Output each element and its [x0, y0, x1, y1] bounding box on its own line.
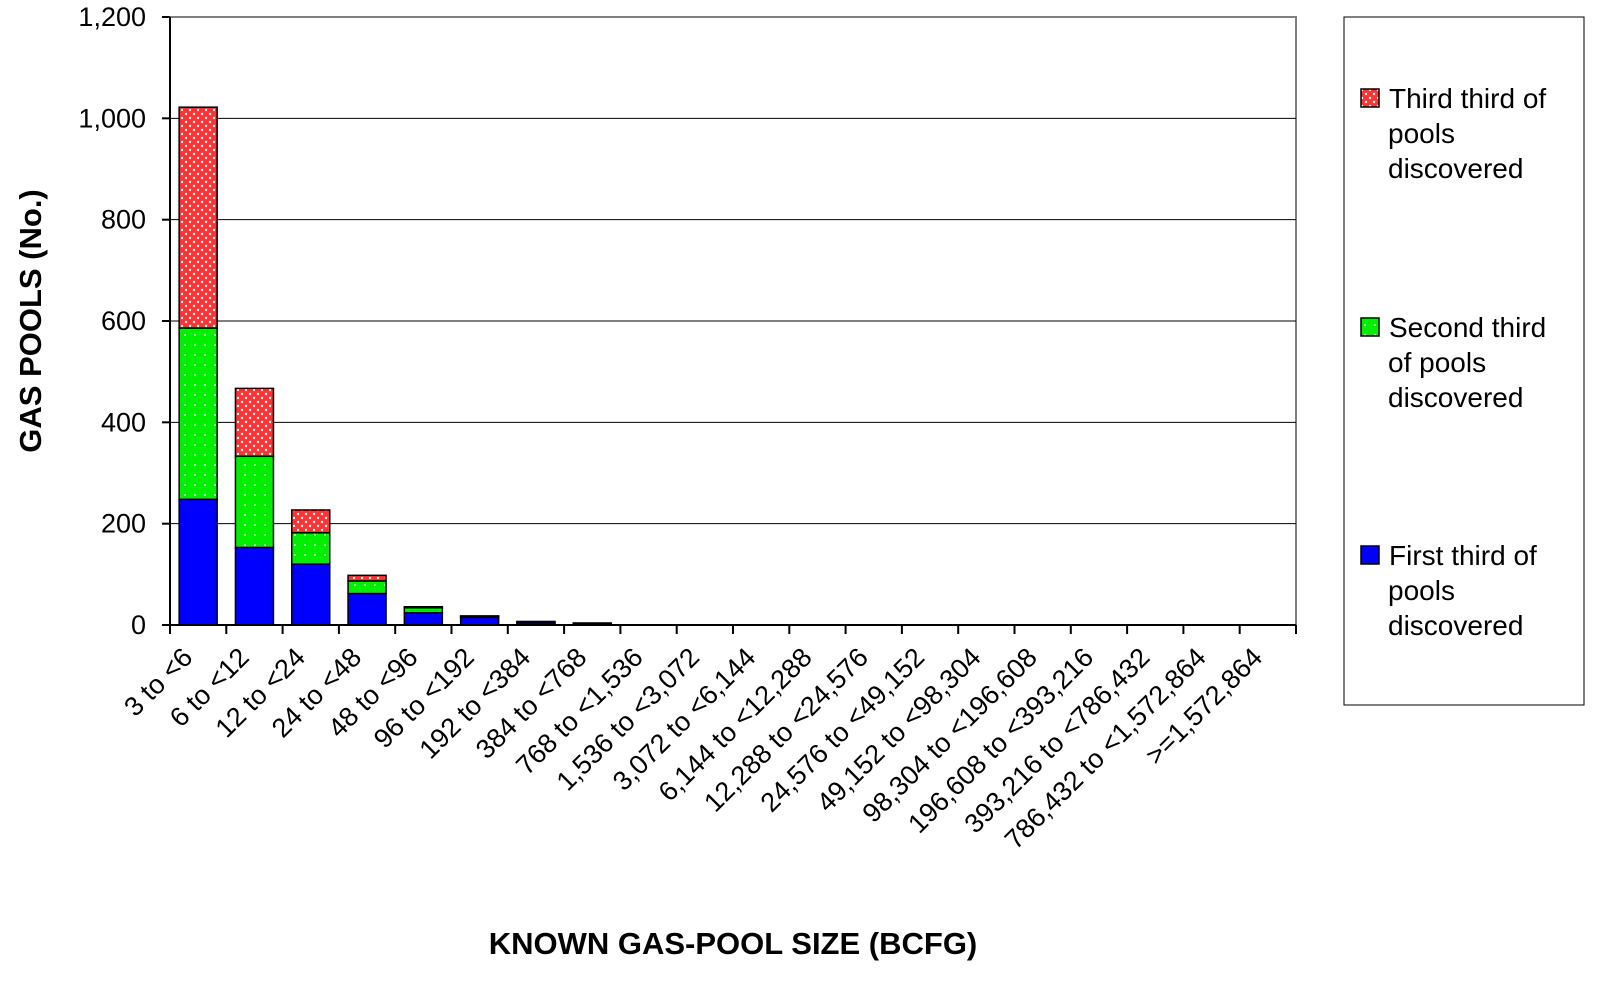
legend-label: pools: [1388, 575, 1455, 606]
legend-label: discovered: [1388, 382, 1523, 413]
bar-segment-3: [234, 387, 275, 458]
legend-label: Third third of: [1389, 83, 1546, 114]
y-tick-label: 1,000: [78, 103, 146, 133]
bar-segment-2: [572, 622, 612, 625]
bar-segment-2: [178, 327, 218, 501]
legend-label: discovered: [1388, 153, 1523, 184]
bar-segment-3: [347, 574, 387, 582]
x-axis-title: KNOWN GAS-POOL SIZE (BCFG): [489, 926, 978, 961]
y-tick-label: 800: [101, 205, 146, 235]
bar-segment-2: [291, 532, 331, 565]
bar-segment-3: [403, 606, 444, 609]
bar-segment-1: [291, 563, 331, 626]
bar-segment-3: [459, 615, 500, 618]
legend-label: pools: [1388, 118, 1455, 149]
y-tick-label: 600: [101, 306, 146, 336]
bars: [178, 106, 612, 626]
y-axis-title: GAS POOLS (No.): [13, 189, 48, 453]
y-tick-label: 1,200: [78, 2, 146, 32]
bar-segment-2: [234, 455, 275, 549]
legend-swatch: [1360, 545, 1380, 565]
bar-segment-1: [234, 546, 275, 626]
bar-segment-3: [291, 509, 331, 534]
bar-segment-1: [403, 612, 444, 626]
y-tick-label: 200: [101, 509, 146, 539]
legend-label: of pools: [1388, 347, 1486, 378]
y-tick-labels: 0 200 400 600 800 1,000 1,200: [78, 2, 146, 640]
legend: Third third of pools discovered Second thir…: [1360, 83, 1546, 641]
axes: [162, 16, 1297, 634]
legend-label: discovered: [1388, 610, 1523, 641]
legend-label: First third of: [1389, 540, 1537, 571]
bar-segment-2: [403, 607, 444, 614]
bar-segment-1: [347, 592, 387, 626]
legend-swatch: [1360, 317, 1380, 337]
bar-segment-3: [178, 106, 218, 329]
y-tick-label: 0: [131, 610, 146, 640]
bar-segment-3: [516, 620, 556, 624]
bar-segment-1: [459, 616, 500, 626]
legend-swatch: [1360, 88, 1380, 108]
legend-box: [1343, 16, 1585, 706]
y-tick-label: 400: [101, 407, 146, 437]
gridlines: [170, 117, 1296, 525]
bar-segment-2: [347, 580, 387, 595]
bar-segment-1: [178, 498, 218, 626]
legend-label: Second third: [1389, 312, 1546, 343]
